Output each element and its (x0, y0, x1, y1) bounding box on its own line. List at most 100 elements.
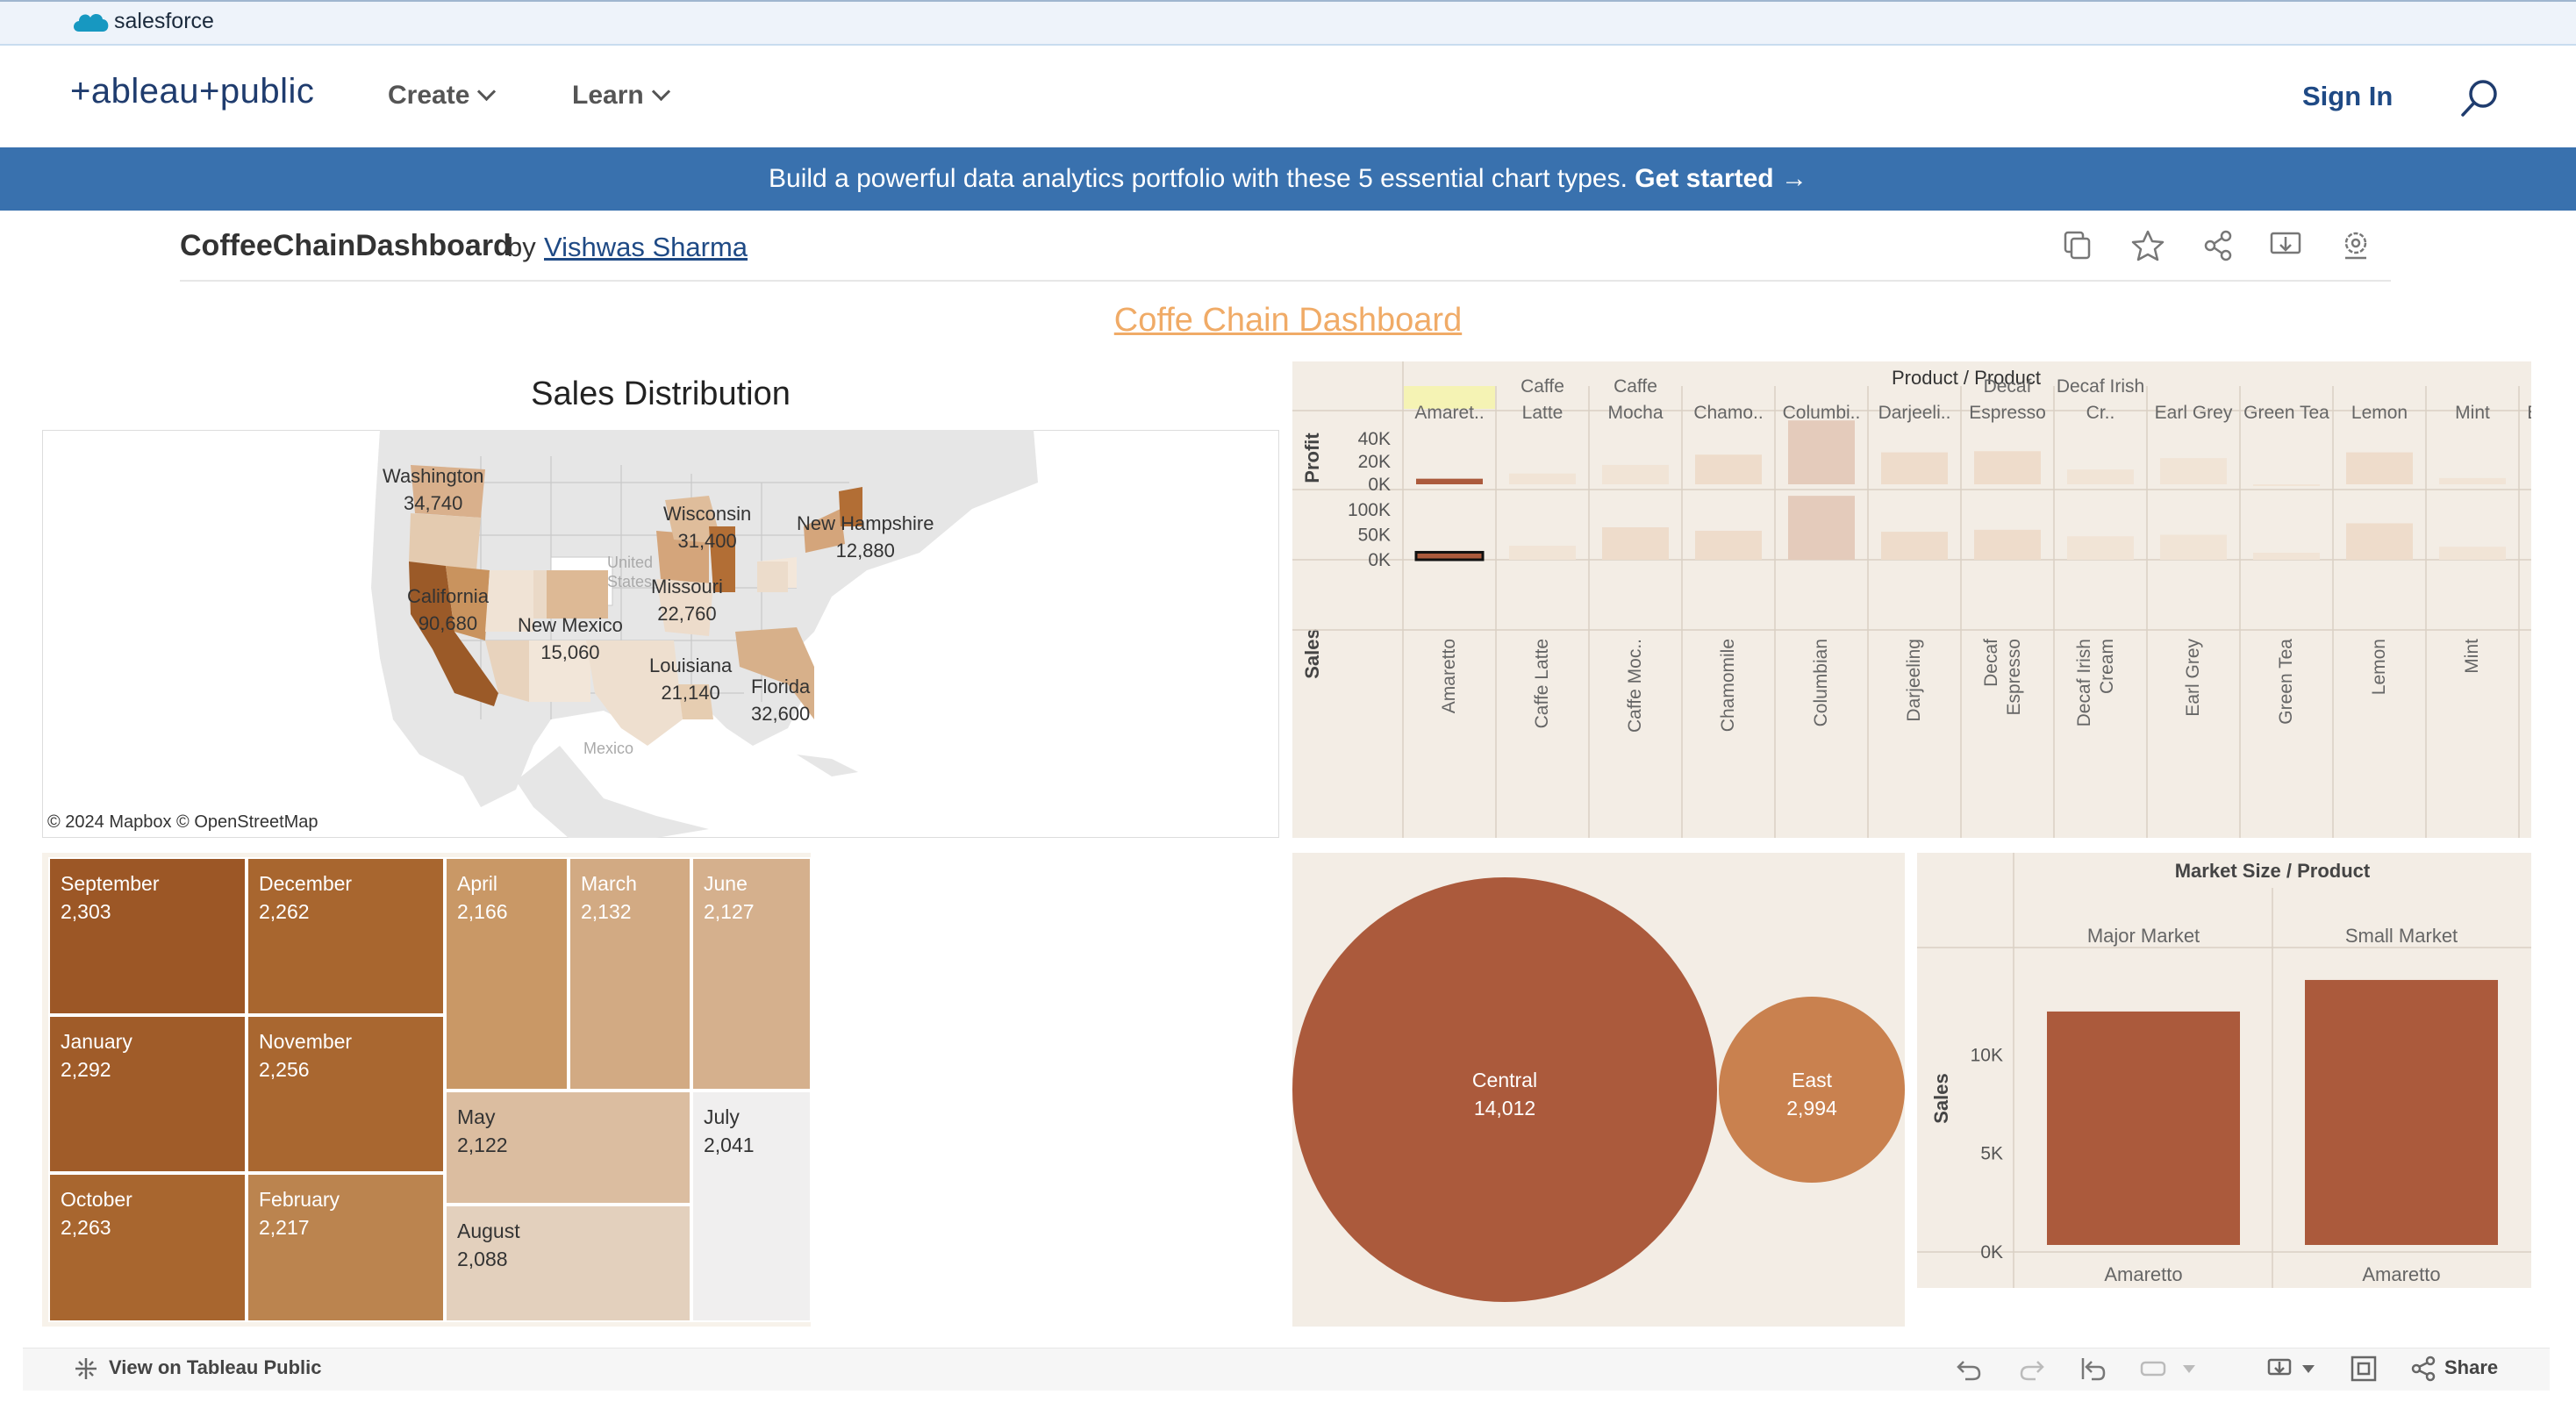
treemap-cell-november[interactable]: November 2,256 (247, 1015, 445, 1173)
product-header-label[interactable]: Mocha (1607, 403, 1663, 423)
state-california[interactable] (409, 562, 498, 706)
product-header-label[interactable]: Amaret.. (1414, 403, 1484, 423)
product-header-label[interactable]: Columbi.. (1783, 403, 1861, 423)
learn-menu[interactable]: Learn (572, 81, 670, 111)
product-axis-label[interactable]: Caffe Moc.. (1625, 639, 1645, 733)
market-bar[interactable] (2305, 979, 2498, 1245)
product-bar[interactable] (1881, 532, 1948, 560)
treemap-cell-february[interactable]: February 2,217 (247, 1173, 445, 1322)
product-bar[interactable] (1788, 420, 1855, 484)
treemap-cell-august[interactable]: August 2,088 (445, 1205, 691, 1322)
product-bar[interactable] (1416, 478, 1483, 484)
product-axis-label[interactable]: Cream (2097, 639, 2117, 694)
search-icon[interactable] (2458, 77, 2501, 119)
product-bar[interactable] (2253, 484, 2320, 486)
chevron-down-icon[interactable] (2183, 1365, 2195, 1374)
product-header-label[interactable]: Decaf Irish (2057, 376, 2144, 397)
map-label[interactable]: Louisiana 21,140 (649, 652, 732, 706)
product-axis-label[interactable]: Decaf Irish (2074, 639, 2094, 726)
product-bar[interactable] (2067, 469, 2134, 484)
dashboard-title[interactable]: Coffe Chain Dashboard (1113, 302, 1463, 339)
product-bar[interactable] (1509, 473, 1576, 484)
share-icon[interactable] (2409, 1355, 2437, 1383)
product-bar[interactable] (2346, 452, 2413, 484)
bubble-east[interactable] (1719, 997, 1905, 1183)
sign-in-link[interactable]: Sign In (2302, 81, 2394, 111)
product-bar[interactable] (1602, 464, 1669, 484)
product-bar[interactable] (1509, 546, 1576, 560)
product-axis-label[interactable]: Amaretto (1439, 639, 1459, 713)
state-wisconsin[interactable] (665, 496, 722, 544)
product-header-label[interactable]: Decaf (1984, 376, 2032, 397)
product-bar[interactable] (1974, 529, 2041, 560)
map-credit[interactable]: © 2024 Mapbox © OpenStreetMap (47, 812, 318, 832)
undo-icon[interactable] (1955, 1355, 1983, 1383)
map-label[interactable]: New Mexico 15,060 (518, 612, 623, 666)
product-header-label[interactable]: Chamo.. (1693, 403, 1763, 423)
product-header-label[interactable]: Earl Grey (2155, 403, 2233, 423)
product-header-label[interactable]: Green Tea (2243, 403, 2329, 423)
fullscreen-icon[interactable] (2350, 1355, 2378, 1383)
product-axis-label[interactable]: Darjeeling (1904, 639, 1924, 722)
download-icon[interactable] (2268, 228, 2303, 263)
favorite-star-icon[interactable] (2130, 228, 2165, 263)
pause-updates-icon[interactable] (2139, 1355, 2167, 1383)
treemap-cell-october[interactable]: October 2,263 (48, 1173, 247, 1322)
treemap-cell-january[interactable]: January 2,292 (48, 1015, 247, 1173)
redo-icon[interactable] (2018, 1355, 2046, 1383)
state-louisiana[interactable] (678, 684, 713, 719)
product-bar[interactable] (2067, 536, 2134, 560)
treemap-cell-april[interactable]: April 2,166 (445, 857, 569, 1091)
banner-cta[interactable]: Get started → (1635, 164, 1807, 193)
product-bar[interactable] (1695, 454, 1762, 484)
product-header-label[interactable]: Darjeeli.. (1878, 403, 1951, 423)
product-axis-label[interactable]: Caffe Latte (1532, 639, 1552, 728)
state-florida[interactable] (735, 627, 814, 719)
state-nevada[interactable] (446, 566, 490, 640)
download-icon[interactable] (2267, 1355, 2295, 1383)
share-button[interactable]: Share (2444, 1356, 2499, 1378)
bubble-central[interactable] (1292, 877, 1717, 1302)
product-bar[interactable] (1788, 496, 1855, 560)
market-product-label[interactable]: Amaretto (2362, 1263, 2440, 1285)
state-utah[interactable] (485, 570, 533, 632)
product-axis-label[interactable]: Columbian (1811, 639, 1831, 726)
promo-banner[interactable]: Build a powerful data analytics portfoli… (0, 147, 2576, 211)
state-missouri[interactable] (656, 579, 713, 636)
treemap-cell-may[interactable]: May 2,122 (445, 1091, 691, 1205)
chevron-down-icon[interactable] (2302, 1365, 2315, 1374)
copy-icon[interactable] (2060, 228, 2095, 263)
product-bar[interactable] (1881, 452, 1948, 484)
product-header-label[interactable]: Latte (1522, 403, 1563, 423)
product-bar[interactable] (2439, 547, 2506, 560)
product-header-label[interactable]: Caffe (1614, 376, 1657, 397)
view-on-tableau-link[interactable]: View on Tableau Public (109, 1356, 322, 1378)
product-axis-label[interactable]: Green Tea (2276, 639, 2296, 725)
state-illinois[interactable] (709, 526, 735, 592)
product-bar[interactable] (2439, 477, 2506, 484)
state-new-hampshire[interactable] (839, 487, 862, 526)
product-header-label[interactable]: Espresso (2527, 403, 2531, 423)
map-label[interactable]: Florida 32,600 (751, 673, 810, 727)
state-texas[interactable] (586, 640, 683, 746)
product-header-label[interactable]: Espresso (1969, 403, 2046, 423)
product-axis-label[interactable]: Lemon (2369, 639, 2389, 695)
product-header-label[interactable]: Mint (2455, 403, 2490, 423)
state-new-york[interactable] (804, 509, 845, 553)
state-indiana[interactable] (757, 562, 788, 592)
salesforce-cloud-icon[interactable] (70, 9, 111, 35)
state-oregon[interactable] (409, 513, 481, 570)
product-bar[interactable] (1414, 550, 1485, 562)
product-axis-label[interactable]: Mint (2462, 639, 2482, 674)
product-bar[interactable] (1974, 451, 2041, 484)
revert-icon[interactable] (2079, 1355, 2107, 1383)
product-axis-label[interactable]: Earl Grey (2183, 639, 2203, 717)
state-iowa[interactable] (656, 531, 709, 583)
market-bubble-chart[interactable] (1292, 853, 1905, 1327)
product-bar[interactable] (2160, 458, 2227, 484)
workbook-author-link[interactable]: Vishwas Sharma (544, 232, 748, 262)
product-bar[interactable] (2160, 534, 2227, 560)
state-kansas[interactable] (547, 570, 608, 619)
product-bar[interactable] (1602, 527, 1669, 560)
market-product-label[interactable]: Amaretto (2104, 1263, 2182, 1285)
